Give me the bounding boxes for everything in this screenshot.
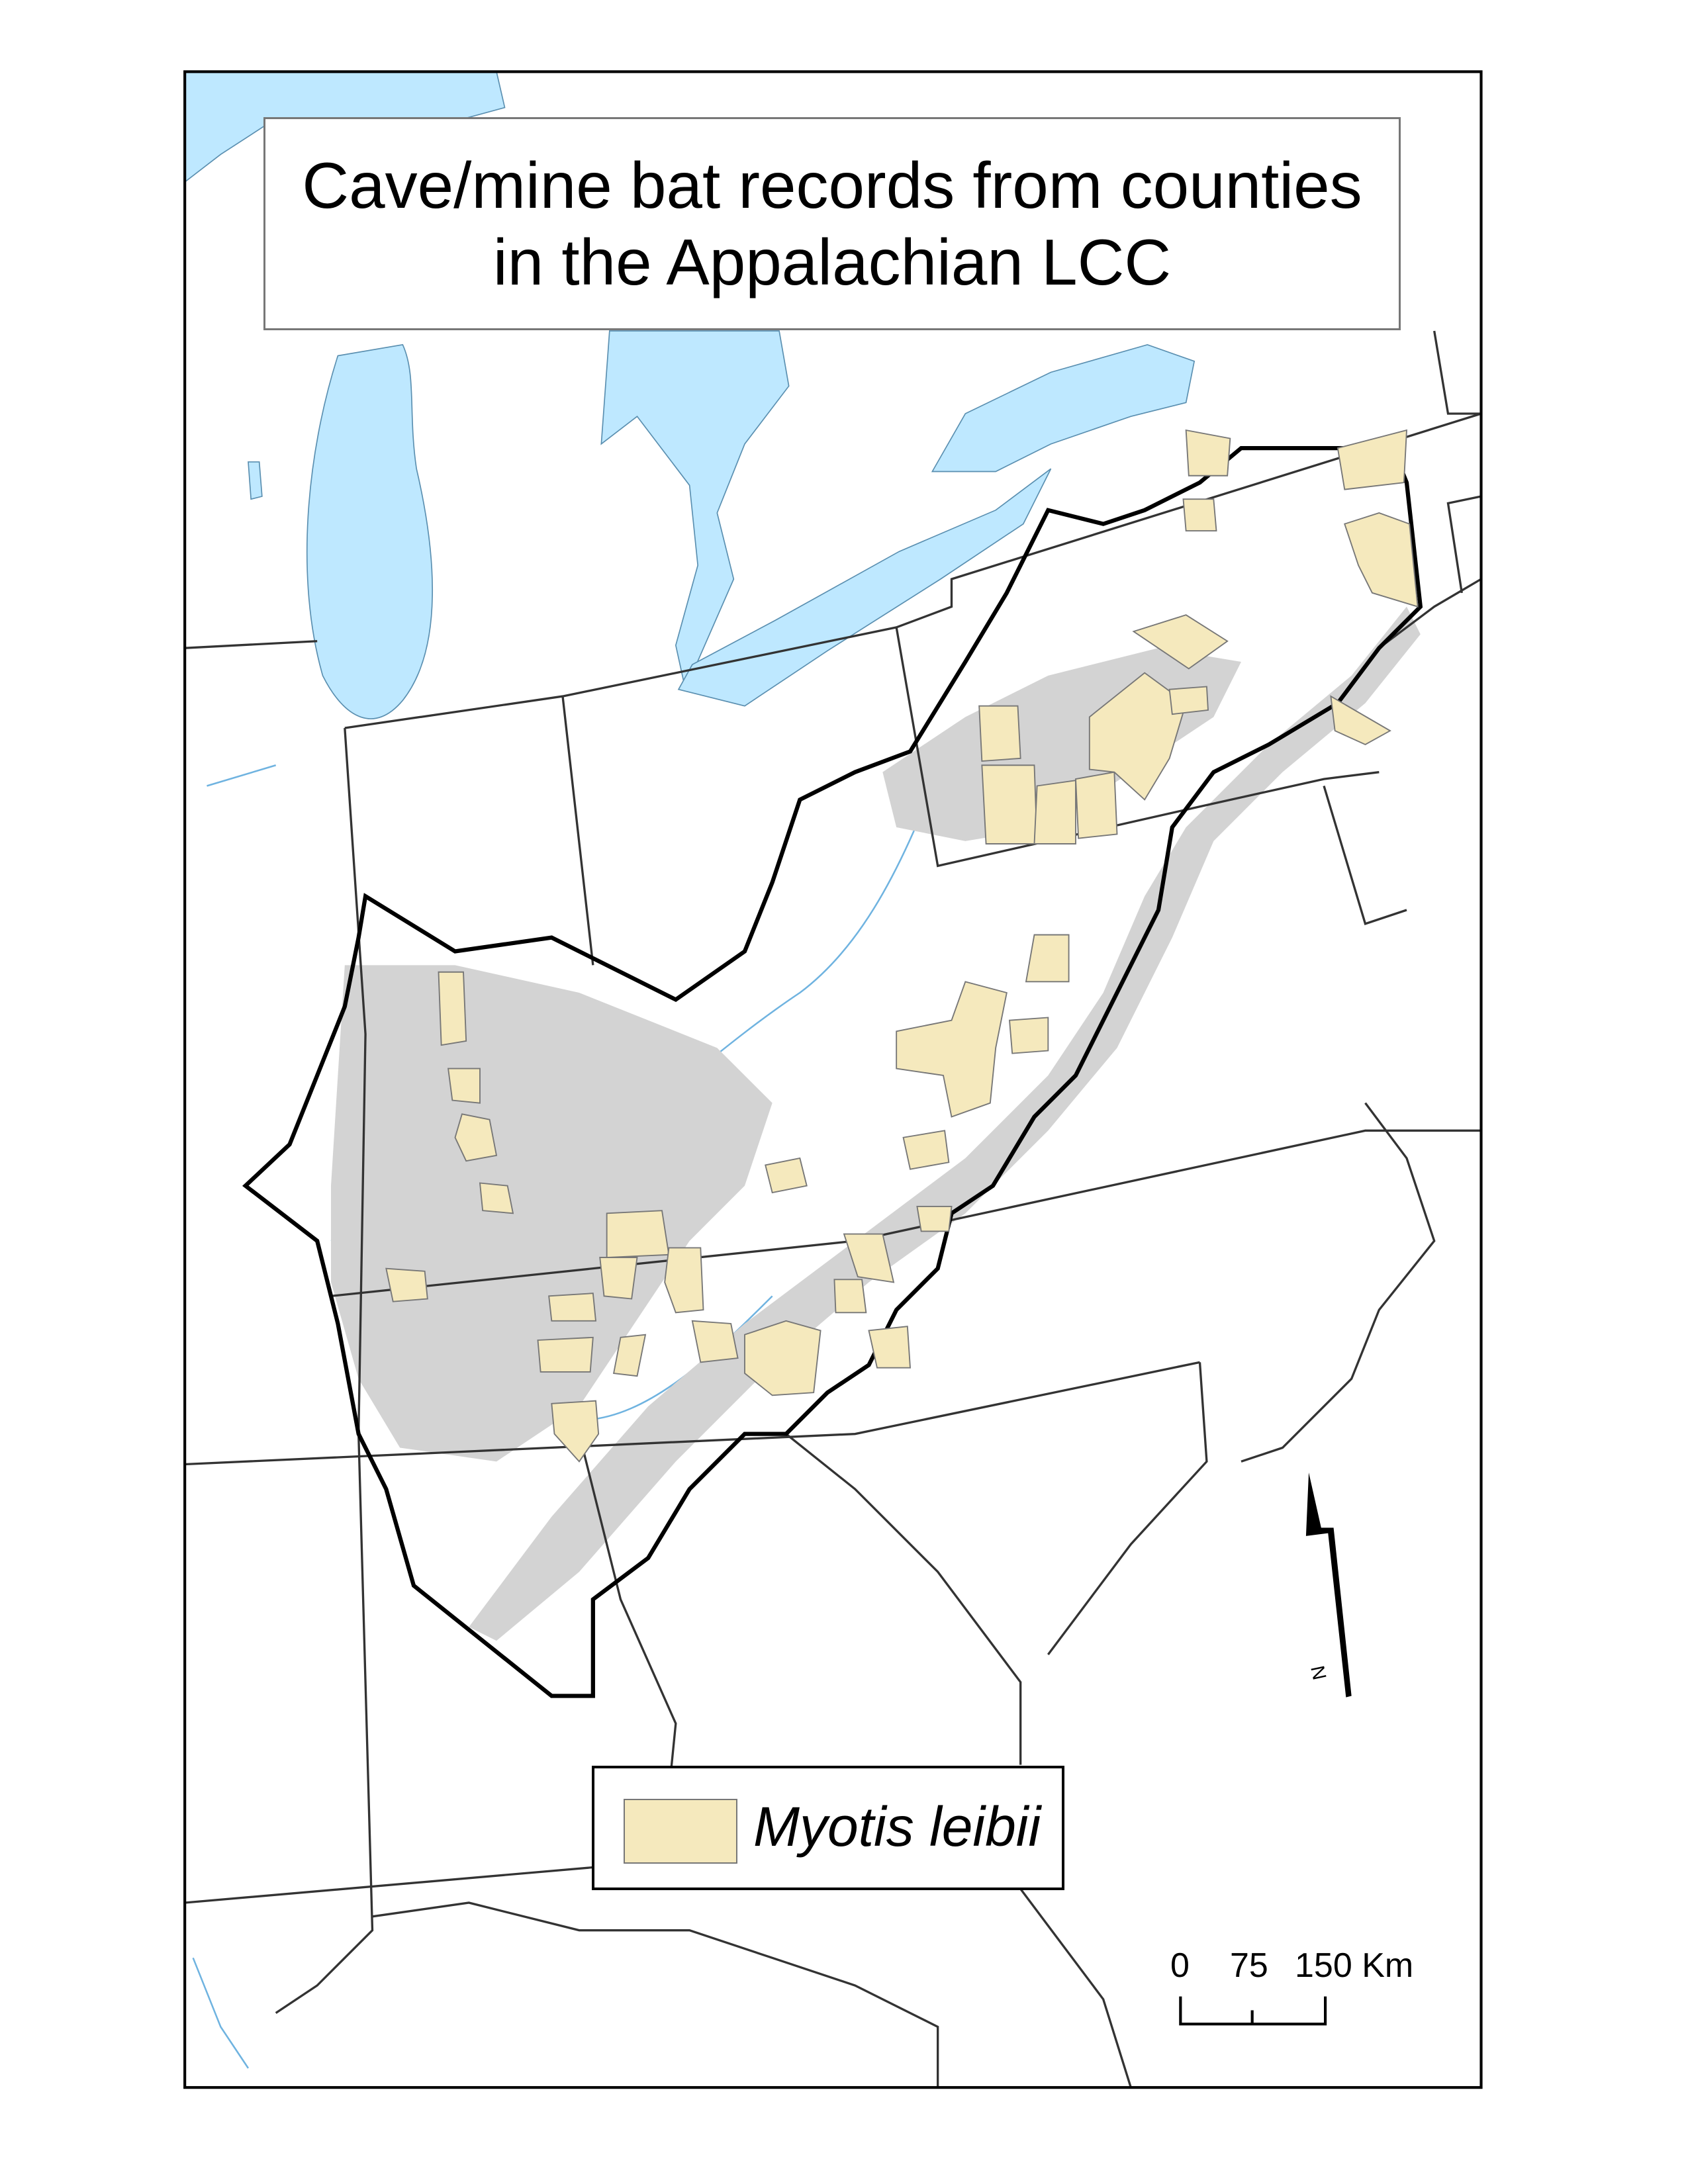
county-record (1168, 686, 1209, 715)
state-line (785, 1362, 1208, 1765)
county-record (691, 1320, 739, 1363)
lake-ontario (931, 343, 1196, 473)
lake-michigan (306, 343, 433, 719)
small-lake (248, 461, 263, 500)
county-record (548, 1293, 597, 1322)
state-line (344, 627, 1380, 1434)
county-record (1008, 1017, 1049, 1054)
scale-label-150: 150 Km (1295, 1946, 1414, 1985)
county-record (454, 1113, 498, 1162)
scale-label-0: 0 (1170, 1946, 1190, 1985)
county-record (447, 1068, 481, 1104)
karst-ridge-valley (469, 606, 1421, 1641)
scale-bar (1179, 1996, 1327, 2026)
county-record (1075, 771, 1118, 839)
scale-label-75: 75 (1230, 1946, 1268, 1985)
county-record (551, 1400, 600, 1463)
state-line (185, 1433, 677, 1904)
county-record (1182, 498, 1217, 532)
county-record (1132, 614, 1229, 670)
county-record (599, 1257, 638, 1300)
karst-area-west (331, 965, 773, 1462)
county-record (843, 1233, 895, 1283)
county-record (1033, 780, 1076, 844)
county-record (1185, 429, 1231, 477)
coastline (372, 1102, 1436, 2088)
river-west (192, 764, 277, 2069)
county-record (833, 1279, 867, 1314)
map-title-line-2: in the Appalachian LCC (492, 226, 1172, 298)
county-record (916, 1205, 953, 1232)
county-record (1088, 672, 1187, 801)
county-record (1336, 429, 1408, 490)
county-records (385, 429, 1419, 1463)
legend-swatch (624, 1799, 737, 1864)
county-record (606, 1210, 670, 1258)
north-arrow-label: N (1307, 1664, 1331, 1682)
county-record (1330, 695, 1391, 746)
appalachian-lcc-boundary (242, 445, 1423, 1698)
state-line (1323, 330, 1482, 925)
state-boundaries (185, 330, 1482, 2088)
county-record (902, 1130, 950, 1170)
north-arrow: N (1305, 1473, 1352, 1698)
county-record (868, 1326, 912, 1369)
county-record (438, 971, 467, 1046)
county-record (978, 705, 1021, 762)
county-record (664, 1247, 704, 1314)
map-title-box: Cave/mine bat records from counties in t… (263, 117, 1401, 330)
north-arrow-icon (1305, 1473, 1352, 1698)
state-line (275, 1433, 1132, 2088)
county-record (896, 981, 1008, 1118)
legend-label: Myotis leibii (753, 1796, 1041, 1858)
state-line (185, 1129, 1481, 1466)
state-line (185, 412, 1481, 729)
county-record (537, 1336, 594, 1373)
county-record (385, 1267, 428, 1302)
county-record (765, 1157, 808, 1194)
map-title-line-1: Cave/mine bat records from counties (302, 149, 1362, 222)
lake-erie (677, 468, 1052, 707)
county-record (1344, 512, 1419, 608)
county-record (479, 1182, 514, 1214)
map-frame (183, 70, 1483, 2089)
county-record (744, 1320, 821, 1396)
legend: Myotis leibii (592, 1766, 1064, 1890)
county-record (612, 1334, 647, 1377)
county-record (981, 764, 1038, 844)
karst-shading (331, 606, 1421, 1641)
county-record (1025, 934, 1070, 983)
